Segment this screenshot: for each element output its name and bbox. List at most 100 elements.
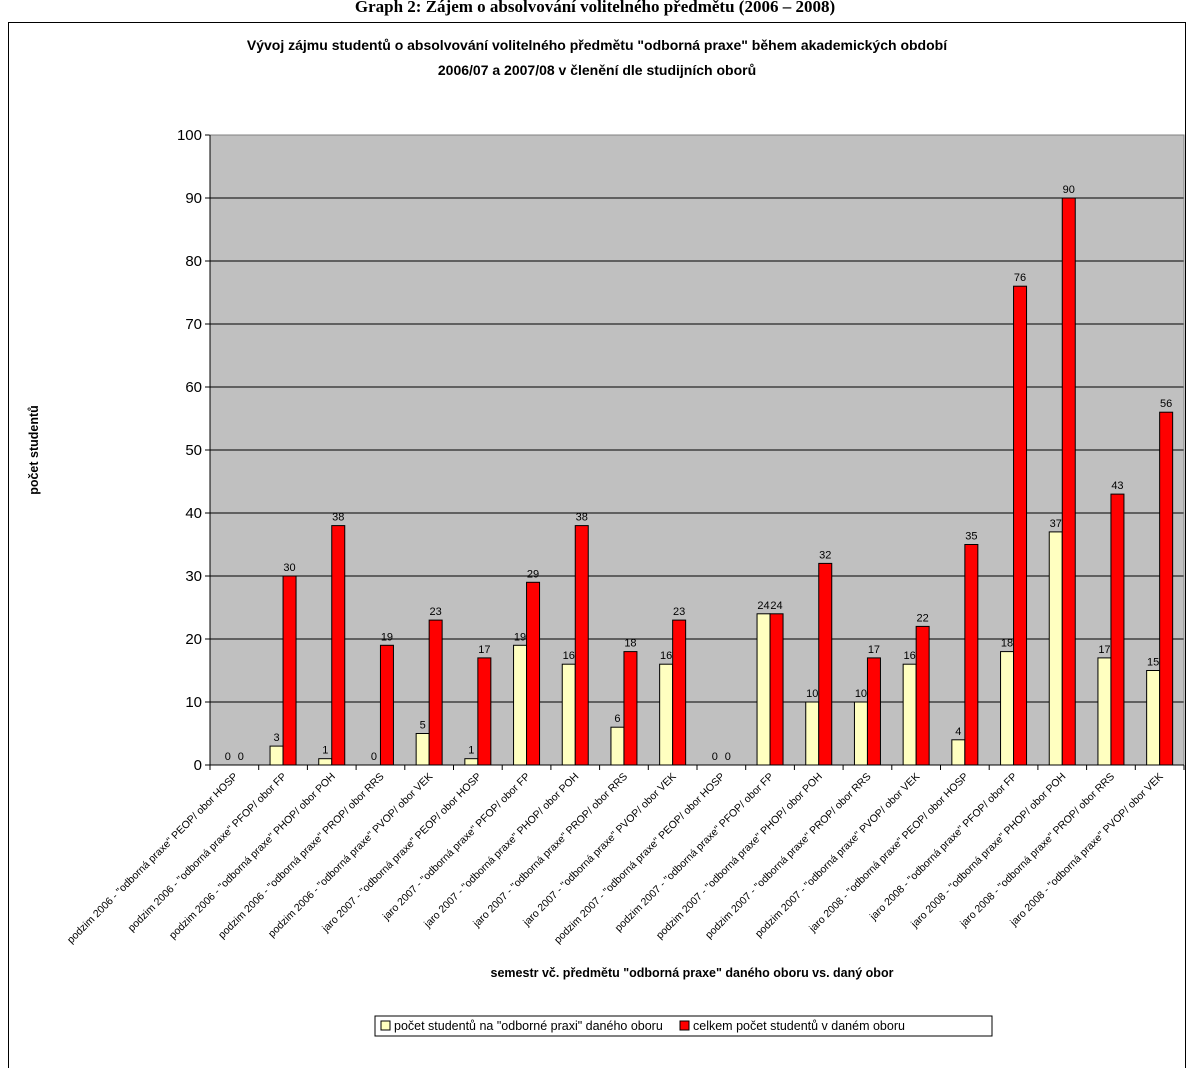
bar	[915, 625, 930, 766]
data-label: 24	[770, 600, 782, 612]
chart-frame	[8, 22, 1186, 1068]
data-label: 17	[1098, 644, 1110, 656]
bar	[964, 544, 979, 766]
data-label: 1	[322, 745, 328, 757]
x-tick-label: podzim 2006 - "odborná praxe" PROP/ obor…	[216, 771, 387, 942]
data-label: 19	[381, 631, 393, 643]
bar	[853, 701, 868, 766]
bar	[318, 758, 333, 766]
bar	[951, 739, 966, 766]
bar	[464, 758, 479, 766]
data-label: 0	[225, 751, 231, 763]
x-tick-label: podzim 2006 - "odborná praxe" PHOP/ obor…	[167, 771, 338, 942]
y-tick-label: 60	[185, 379, 202, 396]
data-label: 10	[855, 688, 867, 700]
x-tick-label: podzim 2007 - "odborná praxe" PHOP/ obor…	[654, 771, 825, 942]
y-tick-label: 10	[185, 694, 202, 711]
data-label: 1	[468, 745, 474, 757]
y-axis-title: počet studentů	[27, 405, 41, 495]
bar	[526, 581, 541, 766]
bar	[561, 663, 576, 766]
data-label: 29	[527, 568, 539, 580]
bar	[623, 651, 638, 766]
data-label: 17	[868, 644, 880, 656]
data-label: 38	[576, 512, 588, 524]
bar	[574, 525, 589, 766]
bar	[331, 525, 346, 766]
top-caption: Graph 2: Zájem o absolvování volitelného…	[354, 0, 836, 16]
y-tick-label: 70	[185, 316, 202, 333]
data-label: 17	[478, 644, 490, 656]
data-label: 16	[660, 650, 672, 662]
y-tick-label: 100	[177, 127, 202, 144]
bar	[756, 613, 771, 766]
data-label: 18	[624, 638, 636, 650]
bar	[672, 619, 687, 766]
data-label: 56	[1160, 398, 1172, 410]
legend-swatch	[380, 1020, 391, 1031]
y-tick-label: 90	[185, 190, 202, 207]
data-label: 0	[712, 751, 718, 763]
y-tick-label: 20	[185, 631, 202, 648]
bar	[659, 663, 674, 766]
bar	[1013, 285, 1028, 766]
bar	[818, 562, 833, 766]
x-tick-label: podzim 2006 - "odborná praxe" PVOP/ obor…	[266, 771, 435, 940]
bar	[1110, 493, 1125, 766]
data-label: 3	[273, 732, 279, 744]
data-label: 5	[420, 720, 426, 732]
data-label: 18	[1001, 638, 1013, 650]
bar	[415, 733, 430, 766]
data-label: 24	[757, 600, 769, 612]
data-label: 6	[614, 713, 620, 725]
x-tick-label: podzim 2007 - "odborná praxe" PVOP/ obor…	[753, 771, 922, 940]
x-tick-label: podzim 2007 - "odborná praxe" PEOP/ obor…	[552, 771, 728, 947]
legend-label: celkem počet studentů v daném oboru	[693, 1019, 905, 1033]
chart-title-line-1: Vývoj zájmu studentů o absolvování volit…	[247, 37, 948, 53]
bar	[1048, 531, 1063, 766]
bar	[1146, 670, 1161, 766]
data-label: 23	[673, 606, 685, 618]
data-label: 90	[1063, 184, 1075, 196]
legend-label: počet studentů na "odborné praxi" daného…	[394, 1019, 663, 1033]
bar	[1061, 197, 1076, 766]
bar	[428, 619, 443, 766]
data-label: 10	[806, 688, 818, 700]
bar	[902, 663, 917, 766]
bar	[513, 644, 528, 766]
data-label: 38	[332, 512, 344, 524]
data-label: 19	[514, 631, 526, 643]
bar	[1159, 411, 1174, 766]
data-label: 16	[904, 650, 916, 662]
bar	[1000, 651, 1015, 766]
data-label: 4	[955, 726, 961, 738]
bar	[805, 701, 820, 766]
legend: počet studentů na "odborné praxi" daného…	[374, 1015, 993, 1037]
bar	[769, 613, 784, 766]
data-label: 0	[725, 751, 731, 763]
data-label: 76	[1014, 272, 1026, 284]
data-label: 15	[1147, 657, 1159, 669]
chart-title-line-2: 2006/07 a 2007/08 v členění dle studijní…	[438, 62, 756, 78]
bar	[610, 726, 625, 766]
y-tick-label: 30	[185, 568, 202, 585]
y-tick-label: 40	[185, 505, 202, 522]
data-label: 35	[965, 531, 977, 543]
x-tick-label: podzim 2006 - "odborná praxe" PEOP/ obor…	[65, 771, 241, 947]
bar	[379, 644, 394, 766]
data-label: 32	[819, 549, 831, 561]
data-label: 30	[283, 562, 295, 574]
bar	[282, 575, 297, 766]
data-label: 0	[238, 751, 244, 763]
bar	[477, 657, 492, 766]
data-label: 23	[430, 606, 442, 618]
data-label: 16	[563, 650, 575, 662]
bar	[866, 657, 881, 766]
y-tick-label: 0	[194, 757, 202, 774]
x-tick-label: podzim 2007 - "odborná praxe" PROP/ obor…	[703, 771, 874, 942]
bar	[269, 745, 284, 766]
data-label: 0	[371, 751, 377, 763]
y-tick-label: 80	[185, 253, 202, 270]
